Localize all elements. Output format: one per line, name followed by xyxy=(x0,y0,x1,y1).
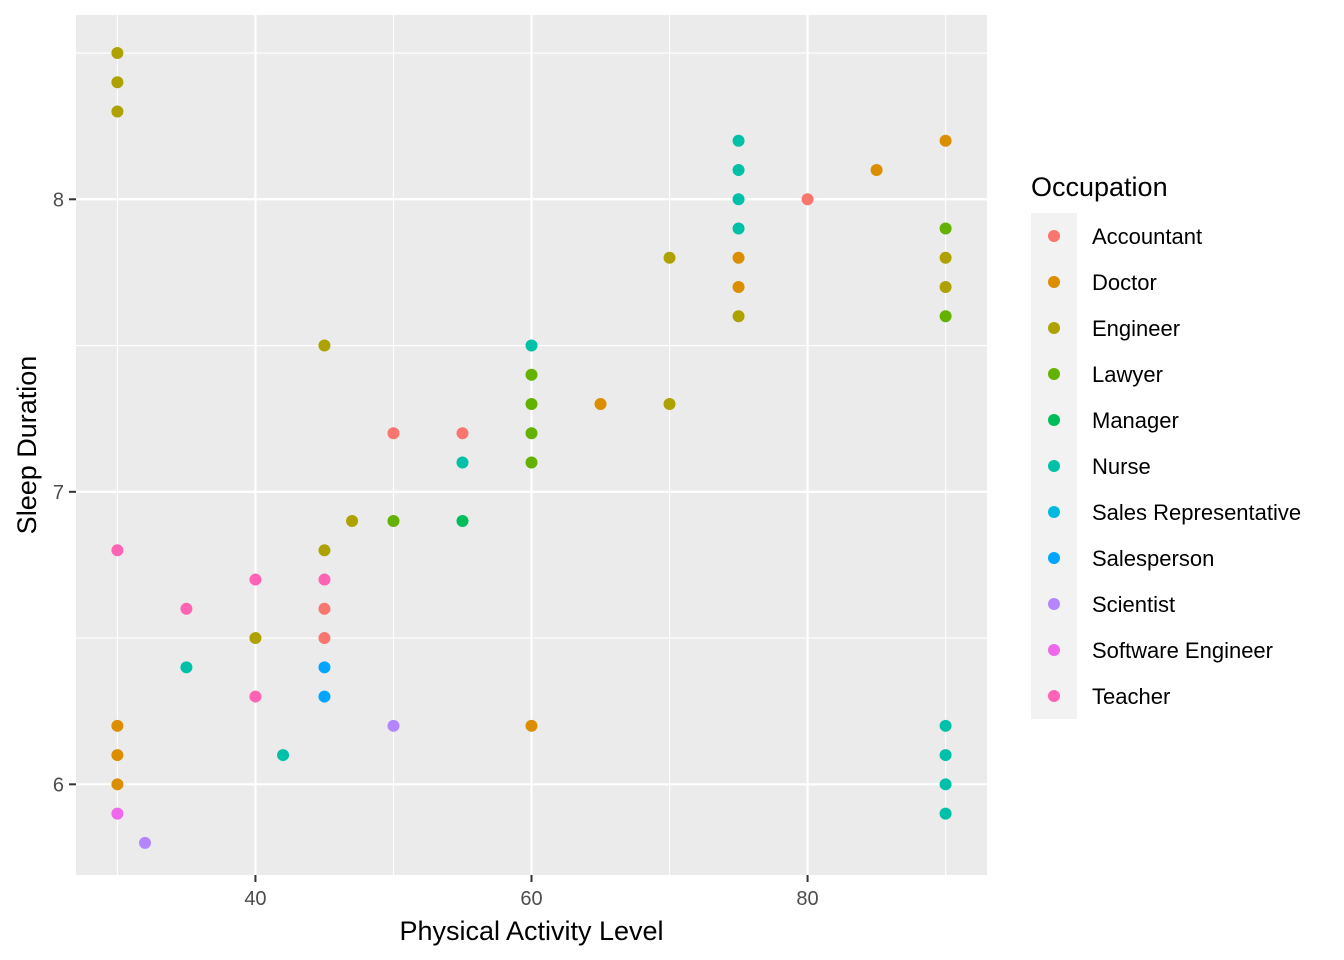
data-point xyxy=(732,193,745,206)
legend-label: Teacher xyxy=(1092,684,1170,709)
x-tick-label: 40 xyxy=(244,888,266,910)
legend-key xyxy=(1048,690,1060,702)
legend-key xyxy=(1048,230,1060,242)
data-point xyxy=(111,544,124,557)
legend-label: Engineer xyxy=(1092,316,1180,341)
data-point xyxy=(732,281,745,294)
data-point xyxy=(180,602,193,615)
data-point xyxy=(318,573,331,586)
y-tick-label: 6 xyxy=(53,774,64,796)
legend-key xyxy=(1048,368,1060,380)
data-point xyxy=(346,515,359,528)
data-point xyxy=(663,251,676,264)
data-point xyxy=(111,76,124,89)
legend-key xyxy=(1048,276,1060,288)
legend-key xyxy=(1048,506,1060,518)
legend-key xyxy=(1048,644,1060,656)
legend-label: Manager xyxy=(1092,408,1179,433)
data-point xyxy=(318,661,331,674)
data-point xyxy=(525,719,538,732)
data-point xyxy=(249,632,262,645)
data-point xyxy=(939,222,952,235)
data-point xyxy=(318,339,331,352)
data-point xyxy=(111,749,124,762)
legend-label: Lawyer xyxy=(1092,362,1163,387)
data-point xyxy=(525,398,538,411)
legend-title: Occupation xyxy=(1031,172,1168,202)
legend-label: Doctor xyxy=(1092,270,1157,295)
data-point xyxy=(180,661,193,674)
y-tick-label: 8 xyxy=(53,189,64,211)
data-point xyxy=(525,339,538,352)
data-point xyxy=(111,47,124,60)
legend-label: Scientist xyxy=(1092,592,1175,617)
data-point xyxy=(387,719,400,732)
data-point xyxy=(732,134,745,147)
data-point xyxy=(939,807,952,820)
data-point xyxy=(318,602,331,615)
legend-key xyxy=(1048,414,1060,426)
data-point xyxy=(939,281,952,294)
data-point xyxy=(525,427,538,440)
data-point xyxy=(456,515,469,528)
x-tick-label: 80 xyxy=(796,888,818,910)
data-point xyxy=(939,310,952,323)
data-point xyxy=(249,690,262,703)
x-axis-ticks: 40 60 80 xyxy=(244,875,819,910)
y-axis-ticks: 6 7 8 xyxy=(53,189,76,796)
legend-key xyxy=(1048,552,1060,564)
data-point xyxy=(939,134,952,147)
legend-label: Accountant xyxy=(1092,224,1202,249)
legend-key xyxy=(1048,598,1060,610)
data-point xyxy=(939,778,952,791)
legend-label: Salesperson xyxy=(1092,546,1214,571)
data-point xyxy=(318,544,331,557)
data-point xyxy=(939,719,952,732)
x-tick-label: 60 xyxy=(520,888,542,910)
legend-label: Sales Representative xyxy=(1092,500,1301,525)
legend-label: Software Engineer xyxy=(1092,638,1273,663)
data-point xyxy=(387,515,400,528)
data-point xyxy=(456,427,469,440)
y-axis-title: Sleep Duration xyxy=(12,356,42,535)
data-point xyxy=(111,778,124,791)
data-points xyxy=(111,47,952,849)
data-point xyxy=(249,573,262,586)
legend-key xyxy=(1048,460,1060,472)
data-point xyxy=(111,807,124,820)
data-point xyxy=(801,193,814,206)
data-point xyxy=(456,456,469,469)
x-axis-title: Physical Activity Level xyxy=(399,916,663,946)
legend-label: Nurse xyxy=(1092,454,1151,479)
data-point xyxy=(594,398,607,411)
data-point xyxy=(732,164,745,177)
data-point xyxy=(111,105,124,118)
legend-key xyxy=(1048,322,1060,334)
data-point xyxy=(525,368,538,381)
legend: Occupation Accountant Doctor Engineer Lawye… xyxy=(1031,172,1301,719)
data-point xyxy=(318,632,331,645)
data-point xyxy=(387,427,400,440)
data-point xyxy=(111,719,124,732)
y-tick-label: 7 xyxy=(53,482,64,504)
data-point xyxy=(732,222,745,235)
data-point xyxy=(732,310,745,323)
data-point xyxy=(139,836,152,849)
data-point xyxy=(663,398,676,411)
data-point xyxy=(870,164,883,177)
data-point xyxy=(939,251,952,264)
data-point xyxy=(939,749,952,762)
data-point xyxy=(525,456,538,469)
data-point xyxy=(277,749,290,762)
data-point xyxy=(318,690,331,703)
data-point xyxy=(732,251,745,264)
